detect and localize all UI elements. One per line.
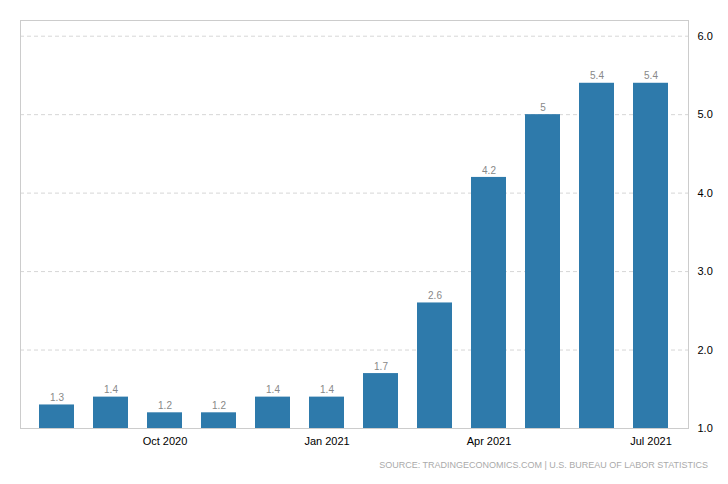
svg-text:1.4: 1.4 bbox=[104, 384, 118, 395]
svg-text:4.2: 4.2 bbox=[482, 165, 496, 176]
svg-text:1.4: 1.4 bbox=[320, 384, 334, 395]
svg-text:3.0: 3.0 bbox=[698, 265, 713, 277]
svg-text:5.4: 5.4 bbox=[590, 70, 604, 81]
svg-text:1.2: 1.2 bbox=[158, 400, 172, 411]
svg-text:4.0: 4.0 bbox=[698, 187, 713, 199]
svg-text:2.0: 2.0 bbox=[698, 344, 713, 356]
svg-text:5.0: 5.0 bbox=[698, 108, 713, 120]
svg-text:5.4: 5.4 bbox=[644, 70, 658, 81]
svg-text:1.7: 1.7 bbox=[374, 361, 388, 372]
svg-text:5: 5 bbox=[540, 102, 546, 113]
svg-text:Apr 2021: Apr 2021 bbox=[467, 435, 512, 447]
svg-text:1.3: 1.3 bbox=[50, 392, 64, 403]
svg-text:Oct 2020: Oct 2020 bbox=[143, 435, 188, 447]
svg-text:Jan 2021: Jan 2021 bbox=[304, 435, 349, 447]
svg-text:1.2: 1.2 bbox=[212, 400, 226, 411]
html-text:SOURCE: TRADINGECONOMICS.COM |: SOURCE: TRADINGECONOMICS.COM | U.S. BURE… bbox=[379, 460, 708, 470]
svg-text:1.4: 1.4 bbox=[266, 384, 280, 395]
svg-text:Jul 2021: Jul 2021 bbox=[630, 435, 672, 447]
svg-text:6.0: 6.0 bbox=[698, 30, 713, 42]
svg-text:1.0: 1.0 bbox=[698, 422, 713, 434]
svg-text:2.6: 2.6 bbox=[428, 290, 442, 301]
